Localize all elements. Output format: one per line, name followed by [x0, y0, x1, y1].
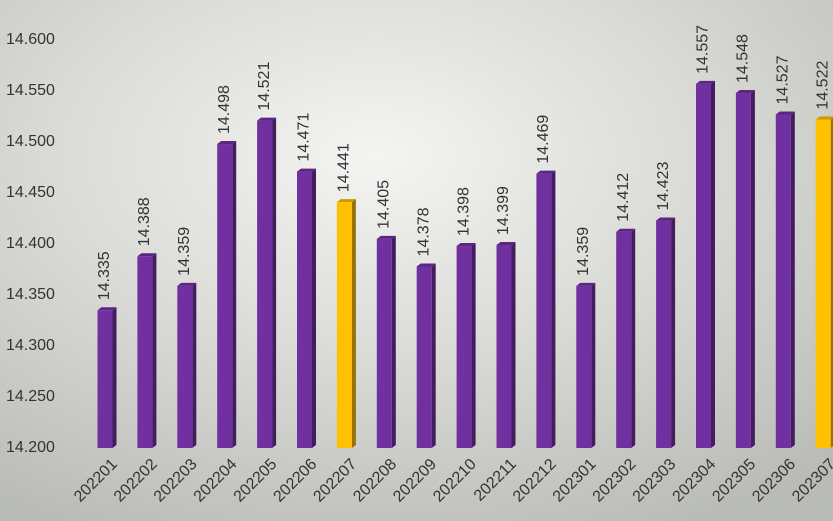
value-label: 14.527 — [775, 55, 792, 104]
bar — [815, 119, 831, 448]
value-label: 14.548 — [735, 34, 752, 83]
y-tick-label: 14.400 — [6, 235, 55, 252]
bar-side — [671, 217, 676, 448]
bar — [217, 144, 233, 449]
bar-top — [616, 228, 636, 232]
bar — [97, 310, 113, 448]
bar-top — [696, 80, 715, 84]
bar-top — [336, 199, 356, 203]
value-label: 14.359 — [176, 227, 193, 276]
value-label: 14.469 — [535, 115, 552, 164]
y-tick-label: 14.250 — [6, 388, 55, 405]
bar — [297, 171, 312, 448]
bar-side — [551, 170, 556, 448]
bar-side — [511, 242, 516, 448]
bar-side — [112, 307, 117, 448]
bar-side — [272, 117, 277, 448]
bar-side — [631, 228, 636, 448]
value-label: 14.498 — [216, 85, 233, 134]
bar-side — [750, 90, 755, 448]
bar — [536, 173, 552, 448]
value-label: 14.423 — [655, 162, 672, 211]
bar-top — [97, 307, 117, 311]
value-label: 14.412 — [615, 173, 632, 222]
y-tick-label: 14.200 — [6, 439, 55, 456]
value-label: 14.335 — [96, 251, 113, 300]
bar — [416, 266, 432, 448]
bar — [656, 220, 672, 448]
bar-side — [431, 263, 436, 448]
value-label: 14.399 — [495, 186, 512, 235]
bar-side — [192, 282, 197, 448]
bar — [775, 114, 791, 449]
value-label: 14.388 — [136, 197, 153, 246]
bar-top — [416, 263, 436, 267]
bar-side — [152, 253, 157, 448]
y-tick-label: 14.550 — [6, 82, 55, 99]
bar — [576, 285, 592, 448]
y-tick-label: 14.350 — [6, 286, 55, 303]
bar — [496, 245, 512, 448]
bar-top — [496, 242, 516, 246]
bar-side — [471, 243, 476, 448]
bar-top — [576, 282, 596, 286]
value-label: 14.557 — [695, 25, 712, 74]
bar-side — [391, 235, 396, 448]
bar — [376, 238, 392, 448]
value-label: 14.522 — [814, 61, 831, 110]
bar — [137, 256, 153, 448]
y-tick-label: 14.600 — [6, 31, 55, 48]
bar-top — [656, 217, 676, 221]
bar-top — [815, 116, 833, 120]
bar-top — [536, 170, 556, 174]
bar — [257, 120, 273, 448]
value-label: 14.398 — [455, 187, 472, 236]
bar — [177, 285, 193, 448]
bar — [456, 246, 472, 448]
bar — [616, 231, 632, 448]
y-tick-label: 14.500 — [6, 133, 55, 150]
bar-side — [790, 111, 795, 449]
bar-side — [830, 117, 833, 448]
bar-top — [297, 168, 316, 172]
bar-top — [775, 111, 795, 115]
bar-top — [137, 253, 157, 257]
bar — [735, 93, 751, 448]
bar-side — [351, 199, 356, 448]
bar-top — [376, 235, 396, 239]
bar — [336, 202, 352, 448]
y-tick-label: 14.300 — [6, 337, 55, 354]
bar — [696, 83, 711, 449]
bar-top — [456, 243, 476, 247]
bar-side — [591, 282, 596, 448]
value-label: 14.405 — [376, 180, 393, 229]
value-label: 14.471 — [296, 113, 313, 162]
value-label: 14.378 — [415, 207, 432, 256]
bar-side — [711, 80, 715, 449]
bar-top — [735, 90, 755, 94]
value-label: 14.521 — [256, 62, 273, 111]
bar-side — [232, 141, 237, 449]
bar-side — [312, 168, 316, 448]
value-label: 14.359 — [575, 227, 592, 276]
y-tick-label: 14.450 — [6, 184, 55, 201]
value-label: 14.441 — [336, 143, 353, 192]
bar-top — [217, 141, 237, 145]
bar-top — [177, 282, 197, 286]
bar-top — [257, 117, 277, 121]
